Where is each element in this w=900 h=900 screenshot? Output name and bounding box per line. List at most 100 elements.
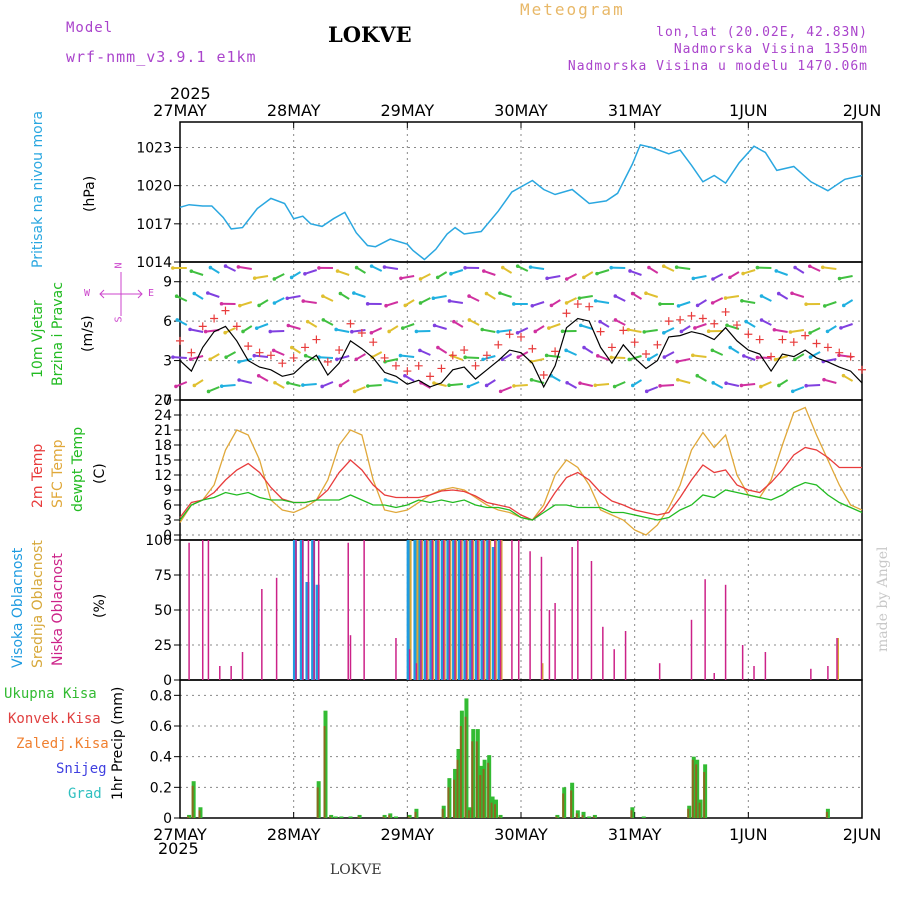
- wind-arrow-head: [320, 384, 324, 389]
- wind-gust-mark: [858, 365, 866, 374]
- wind-arrow-head: [387, 329, 391, 334]
- precip-conv-bar: [357, 816, 360, 818]
- wind-gust-mark: [789, 338, 798, 347]
- wind-gust-mark: [437, 364, 446, 373]
- precip-conv-bar: [825, 811, 828, 818]
- station-title: LOKVE: [328, 22, 412, 47]
- wind-arrow-head: [305, 319, 310, 324]
- wind-arrow-head: [403, 373, 407, 378]
- wind-arrow-head: [564, 277, 569, 281]
- wind-arrow: [450, 269, 464, 275]
- wind-arrow: [694, 323, 707, 329]
- precip-conv-bar: [570, 790, 573, 818]
- wind-arrow: [629, 355, 642, 361]
- wind-gust-mark: [539, 371, 548, 380]
- precip-conv-bar: [493, 804, 496, 818]
- precip-conv-bar: [695, 764, 698, 818]
- wind-gust-mark: [187, 348, 196, 357]
- wind-arrow-head: [496, 329, 500, 334]
- wind-arrow: [809, 327, 821, 334]
- wind-arrow-head: [418, 301, 423, 305]
- wind-arrow-head: [400, 326, 405, 330]
- wind-arrow-head: [335, 357, 339, 362]
- wind-arrow: [451, 354, 464, 361]
- wind-arrow: [305, 354, 318, 361]
- precip-label-grad: Grad: [68, 786, 102, 802]
- y-tick-label: 3: [163, 513, 172, 529]
- wind-arrow: [517, 327, 529, 334]
- precip-conv-bar: [459, 726, 462, 818]
- wind-arrow-head: [710, 301, 715, 305]
- y-tick-label: 0: [163, 673, 172, 689]
- wind-arrow: [678, 301, 691, 307]
- model-name: wrf-nmm_v3.9.1 e1km: [66, 48, 257, 66]
- wind-arrow: [611, 356, 626, 359]
- wind-gust-mark: [607, 343, 616, 352]
- y-tick-label: 9: [163, 275, 172, 291]
- wind-arrow-head: [500, 265, 505, 270]
- precip-conv-bar: [703, 772, 706, 818]
- precip-conv-bar: [475, 741, 478, 818]
- wind-arrow: [579, 295, 593, 300]
- wind-gust-mark: [460, 346, 469, 355]
- panel-frame: [179, 121, 863, 263]
- wind-arrow: [741, 299, 756, 304]
- wind-arrow: [483, 270, 496, 276]
- wind-arrow-head: [334, 327, 338, 332]
- wind-arrow: [775, 269, 788, 276]
- wind-arrow-head: [793, 357, 797, 362]
- wind-gust-mark: [823, 343, 832, 352]
- wind-gust-mark: [846, 352, 855, 361]
- wind-arrow-head: [383, 378, 388, 382]
- wind-arrow-head: [776, 291, 781, 296]
- wind-arrow-head: [564, 348, 568, 353]
- year-bottom: 2025: [158, 839, 199, 858]
- wind-gust-mark: [664, 317, 673, 326]
- y-tick-label: 24: [154, 408, 172, 424]
- wind-arrow: [304, 269, 318, 275]
- wind-arrow: [531, 301, 545, 307]
- wind-arrow-head: [171, 266, 175, 270]
- wind-arrow: [840, 323, 853, 329]
- wind-arrow-head: [369, 330, 374, 335]
- wind-arrow: [238, 265, 252, 270]
- wind-gust-mark: [732, 321, 741, 330]
- wind-arrow-head: [582, 345, 586, 350]
- compass-w: W: [84, 288, 91, 299]
- wind-arrow: [208, 386, 220, 393]
- wind-arrow-head: [257, 303, 261, 308]
- wind-arrow: [238, 358, 252, 363]
- wind-arrow: [468, 381, 480, 388]
- wind-arrow: [225, 265, 236, 272]
- precip-bar: [393, 816, 398, 818]
- wind-gust-mark: [494, 340, 503, 349]
- wind-arrow: [741, 383, 756, 387]
- wind-arrow: [597, 354, 610, 361]
- wind-arrow-head: [352, 389, 357, 394]
- wind-gust-mark: [210, 314, 219, 323]
- wind-arrow: [596, 269, 610, 275]
- wind-arrow: [190, 355, 204, 361]
- wind-arrow-head: [365, 302, 370, 306]
- wind-gust-mark: [357, 328, 366, 337]
- wind-arrow-head: [755, 355, 760, 360]
- wind-arrow: [530, 266, 545, 270]
- wind-arrow-head: [369, 264, 374, 268]
- wind-arrow: [677, 378, 691, 384]
- wind-arrow-head: [711, 277, 715, 281]
- wind-gust-mark: [562, 309, 571, 318]
- wind-arrow-head: [432, 381, 436, 385]
- precip-label-conv: Konvek.Kisa: [8, 711, 101, 727]
- wind-gust-mark: [426, 372, 435, 381]
- wind-arrow-head: [825, 329, 830, 334]
- y-tick-label: 27: [154, 393, 172, 409]
- y-tick-label: 21: [154, 423, 172, 439]
- precip-conv-bar: [630, 810, 633, 818]
- wind-gust-mark: [721, 307, 730, 316]
- y-tick-label: 1023: [136, 140, 172, 156]
- wind-gust-mark: [710, 319, 719, 328]
- wind-arrow-head: [804, 302, 808, 306]
- wind-arrow-head: [579, 323, 583, 328]
- wind-gust-mark: [482, 351, 491, 360]
